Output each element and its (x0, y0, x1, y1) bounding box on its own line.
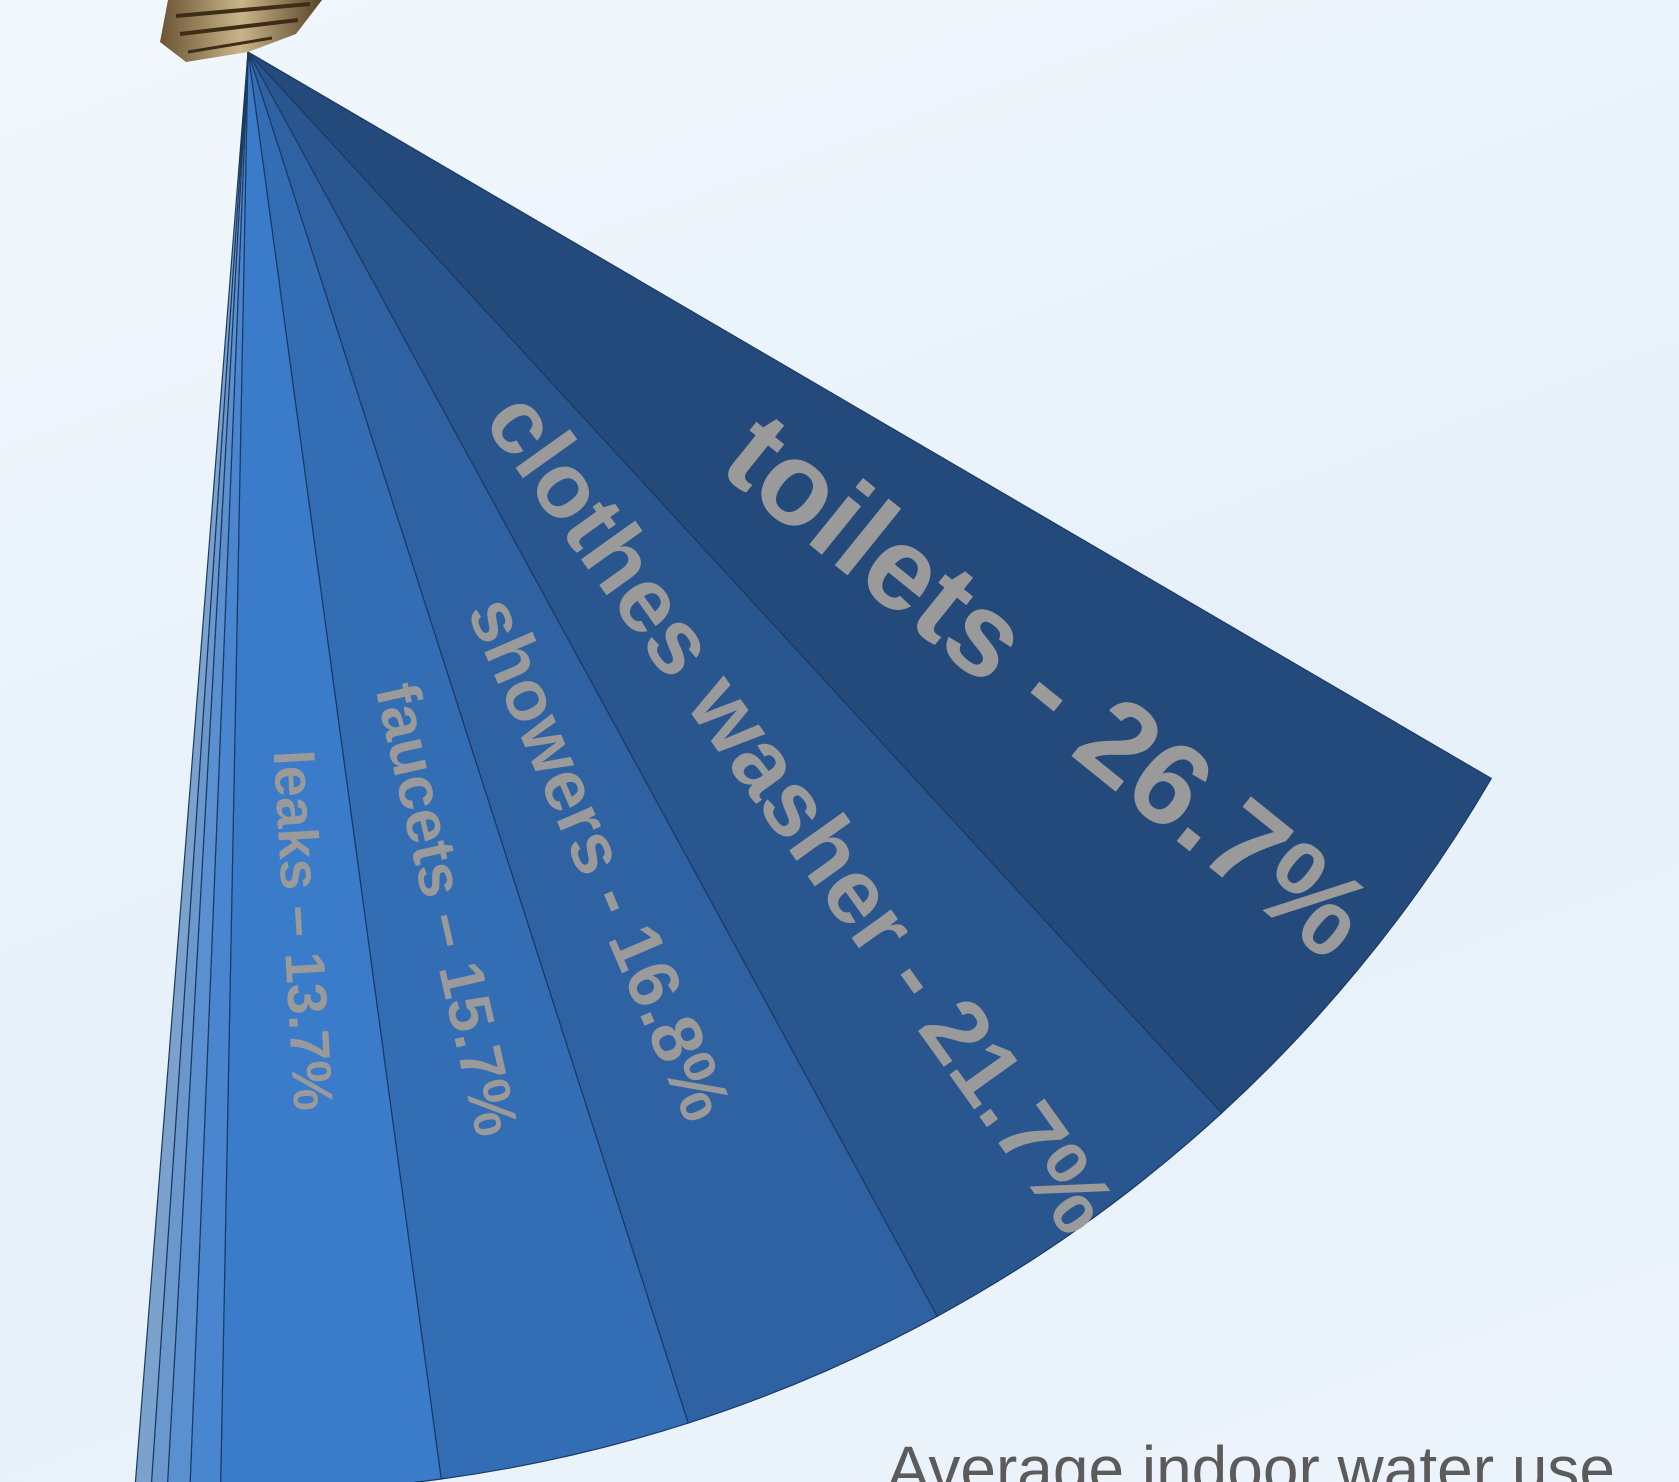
faucet-nozzle-icon (160, 0, 322, 62)
pie-slice-clothes-washer (247, 51, 1223, 1318)
chart-title: Average indoor water use (886, 1433, 1615, 1482)
pie-slice-toilets (247, 51, 1493, 1114)
pie-slices (134, 51, 1493, 1482)
pie-slice-showers (247, 51, 939, 1424)
pie-slice-minor (134, 51, 249, 1482)
pie-slice-faucets (247, 51, 689, 1480)
pie-slice-leaks (220, 51, 442, 1482)
